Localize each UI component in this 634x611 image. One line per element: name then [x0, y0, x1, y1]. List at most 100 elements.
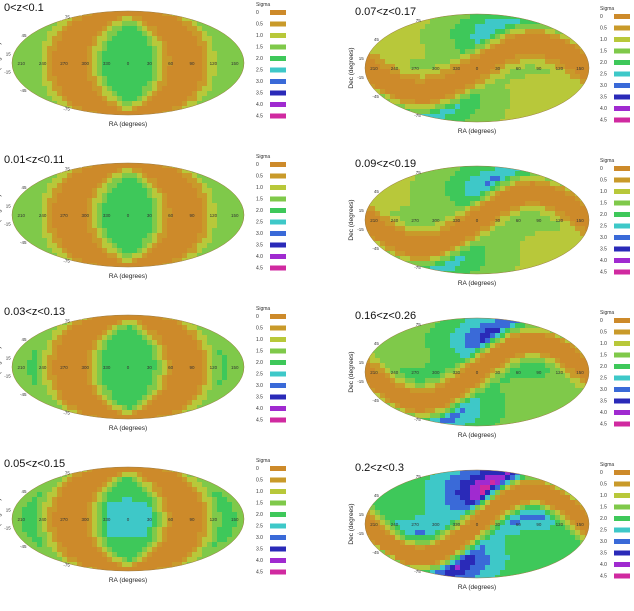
legend-swatch [270, 523, 286, 529]
heatmap-cell [540, 44, 546, 50]
heatmap-cell [107, 400, 113, 406]
heatmap-cell [415, 64, 421, 70]
heatmap-cell [132, 390, 138, 396]
heatmap-cell [102, 213, 108, 219]
heatmap-cell [142, 168, 148, 174]
heatmap-cell [62, 31, 68, 37]
heatmap-cell [430, 186, 436, 192]
heatmap-cell [455, 54, 461, 60]
heatmap-cell [67, 101, 73, 107]
heatmap-cell [32, 380, 38, 386]
heatmap-cell [202, 76, 208, 82]
heatmap-cell [232, 350, 238, 356]
heatmap-cell [102, 21, 108, 27]
heatmap-cell [197, 228, 203, 234]
heatmap-cell [187, 228, 193, 234]
heatmap-cell [440, 186, 446, 192]
heatmap-cell [555, 84, 561, 90]
heatmap-cell [385, 236, 391, 242]
heatmap-cell [107, 228, 113, 234]
heatmap-cell [67, 66, 73, 72]
heatmap-cell [510, 44, 516, 50]
heatmap-cell [162, 335, 168, 341]
heatmap-cell [162, 51, 168, 57]
heatmap-cell [495, 69, 501, 75]
heatmap-cell [102, 208, 108, 214]
heatmap-cell [520, 79, 526, 85]
heatmap-cell [157, 193, 163, 199]
heatmap-cell [242, 61, 244, 67]
heatmap-cell [137, 375, 143, 381]
heatmap-cell [172, 183, 178, 189]
heatmap-cell [162, 106, 168, 112]
heatmap-cell [172, 330, 178, 336]
heatmap-cell [167, 380, 173, 386]
heatmap-cell [420, 236, 426, 242]
heatmap-cell [32, 183, 38, 189]
heatmap-cell [52, 370, 58, 376]
heatmap-cell [510, 176, 516, 182]
ra-tick-label: 60 [168, 213, 174, 218]
heatmap-cell [515, 226, 521, 232]
heatmap-cell [167, 507, 173, 513]
heatmap-cell [570, 236, 576, 242]
heatmap-cell [147, 198, 153, 204]
dec-tick-label: 75 [416, 18, 422, 23]
heatmap-cell [137, 507, 143, 513]
heatmap-cell [425, 34, 431, 40]
heatmap-cell [242, 360, 244, 366]
heatmap-cell [67, 330, 73, 336]
heatmap-cell [97, 370, 103, 376]
heatmap-cell [455, 246, 461, 252]
heatmap-cell [525, 191, 531, 197]
heatmap-cell [22, 218, 28, 224]
heatmap-cell [575, 79, 581, 85]
heatmap-cell [232, 522, 238, 528]
heatmap-cell [157, 410, 163, 416]
dec-tick-label: 45 [21, 185, 27, 190]
heatmap-cell [67, 335, 73, 341]
legend-swatch [270, 33, 286, 38]
heatmap-cell [117, 335, 123, 341]
heatmap-cell [157, 325, 163, 331]
heatmap-cell [187, 233, 193, 239]
legend-swatch [270, 489, 286, 494]
heatmap-cell [470, 74, 476, 80]
heatmap-cell [122, 208, 128, 214]
heatmap-cell [97, 517, 103, 523]
heatmap-cell [162, 385, 168, 391]
heatmap-cell [555, 201, 561, 207]
ra-tick-label: 330 [103, 213, 111, 218]
heatmap-cell [27, 71, 33, 77]
heatmap-cell [187, 350, 193, 356]
heatmap-cell [440, 84, 446, 90]
heatmap-cell [52, 228, 58, 234]
heatmap-cell [217, 203, 223, 209]
heatmap-cell [17, 355, 23, 361]
heatmap-cell [535, 226, 541, 232]
heatmap-cell [515, 34, 521, 40]
heatmap-cell [395, 201, 401, 207]
heatmap-cell [122, 188, 128, 194]
heatmap-cell [490, 79, 496, 85]
heatmap-cell [227, 76, 233, 82]
y-axis-label: Dec (degrees) [0, 498, 2, 539]
heatmap-cell [17, 213, 23, 219]
heatmap-cell [112, 41, 118, 47]
heatmap-cell [465, 191, 471, 197]
heatmap-cell [585, 231, 589, 237]
heatmap-cell [122, 370, 128, 376]
heatmap-cell [455, 29, 461, 35]
heatmap-cell [555, 226, 561, 232]
heatmap-cell [565, 211, 571, 217]
heatmap-cell [480, 29, 486, 35]
heatmap-cell [157, 562, 163, 568]
heatmap-cell [202, 375, 208, 381]
heatmap-cell [107, 547, 113, 553]
heatmap-cell [97, 223, 103, 229]
heatmap-cell [182, 41, 188, 47]
heatmap-cell [22, 355, 28, 361]
heatmap-cell [107, 263, 113, 267]
heatmap-cell [52, 400, 58, 406]
heatmap-cell [370, 216, 376, 222]
